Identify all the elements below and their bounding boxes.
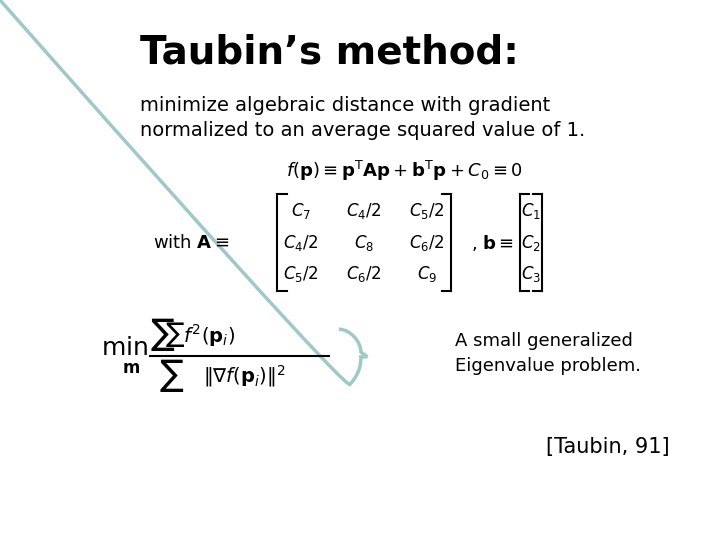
Text: $C_5/2$: $C_5/2$ [283,264,319,284]
Text: A small generalized
Eigenvalue problem.: A small generalized Eigenvalue problem. [455,332,642,375]
Text: $C_7$: $C_7$ [291,201,311,221]
Text: $\sum$: $\sum$ [159,357,184,394]
Text: $\sum$: $\sum$ [150,315,175,353]
Text: $C_2$: $C_2$ [521,233,541,253]
Text: $C_4/2$: $C_4/2$ [283,233,319,253]
Text: $\mathbf{m}$: $\mathbf{m}$ [122,359,140,377]
Text: with $\mathbf{A} \equiv$: with $\mathbf{A} \equiv$ [153,234,230,252]
Text: $C_4/2$: $C_4/2$ [346,201,382,221]
Text: $\min$: $\min$ [101,336,148,360]
Text: $C_9$: $C_9$ [417,264,437,284]
Text: $C_5/2$: $C_5/2$ [409,201,445,221]
Text: $C_6/2$: $C_6/2$ [409,233,445,253]
Text: [Taubin, 91]: [Taubin, 91] [546,437,670,457]
Text: Taubin’s method:: Taubin’s method: [140,33,519,72]
Text: $\|\nabla f(\mathbf{p}_i)\|^2$: $\|\nabla f(\mathbf{p}_i)\|^2$ [203,363,286,389]
Text: $C_6/2$: $C_6/2$ [346,264,382,284]
Text: $f(\mathbf{p}) \equiv \mathbf{p}^\mathrm{T}\mathbf{A}\mathbf{p}+\mathbf{b}^\math: $f(\mathbf{p}) \equiv \mathbf{p}^\mathrm… [287,159,523,183]
Text: $\sum f^2(\mathbf{p}_i)$: $\sum f^2(\mathbf{p}_i)$ [165,320,235,348]
Text: $C_8$: $C_8$ [354,233,374,253]
Text: minimize algebraic distance with gradient
normalized to an average squared value: minimize algebraic distance with gradien… [140,96,585,140]
Text: $C_1$: $C_1$ [521,201,541,221]
Text: $C_3$: $C_3$ [521,264,541,284]
Text: , $\mathbf{b} \equiv$: , $\mathbf{b} \equiv$ [471,233,514,253]
